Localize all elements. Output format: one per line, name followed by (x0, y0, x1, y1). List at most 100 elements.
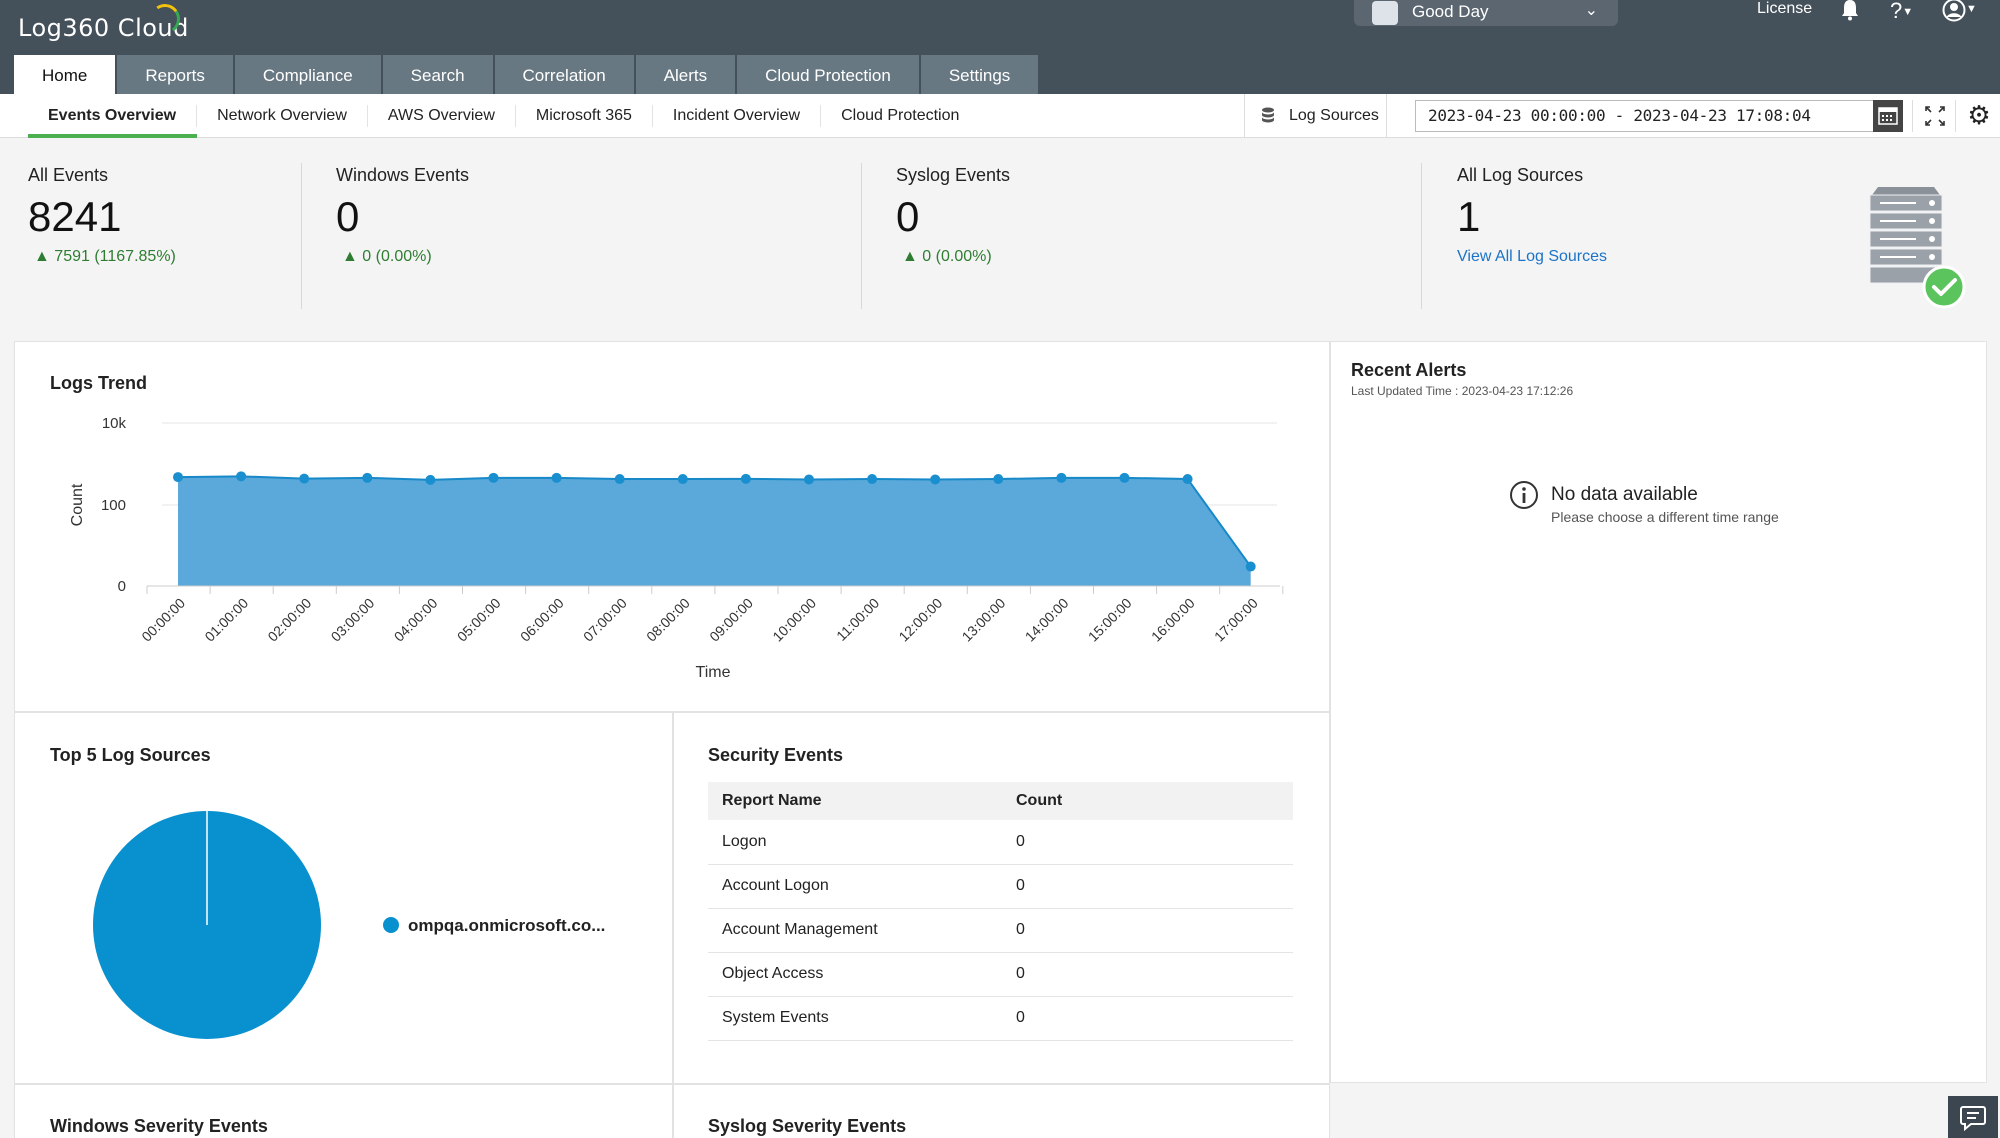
calendar-button[interactable] (1873, 100, 1903, 132)
subtab-aws-overview[interactable]: AWS Overview (368, 105, 516, 127)
divider (301, 163, 302, 309)
y-tick-label: 100 (101, 497, 126, 514)
stat-delta: ▲ 7591 (1167.85%) (34, 248, 176, 266)
divider (861, 163, 862, 309)
report-name-cell[interactable]: Account Management (708, 908, 1002, 953)
stat-delta-value: 0 (0.00%) (362, 248, 432, 265)
report-name-cell[interactable]: Logon (708, 820, 1002, 865)
trend-point[interactable] (299, 473, 310, 484)
trend-point[interactable] (677, 474, 688, 485)
report-name-cell[interactable]: Account Logon (708, 864, 1002, 909)
count-cell[interactable]: 0 (1002, 996, 1293, 1041)
trend-point[interactable] (362, 472, 373, 483)
trend-point[interactable] (1119, 472, 1130, 483)
report-name-cell[interactable]: System Events (708, 996, 1002, 1041)
tab-correlation[interactable]: Correlation (494, 55, 634, 94)
log-sources-button[interactable]: Log Sources (1244, 94, 1387, 138)
trend-point[interactable] (236, 471, 247, 482)
tab-home[interactable]: Home (14, 55, 116, 94)
x-axis-label: Time (696, 664, 731, 681)
x-tick-label: 17:00:00 (1211, 595, 1261, 645)
count-cell[interactable]: 0 (1002, 820, 1293, 865)
x-tick-label: 08:00:00 (643, 595, 693, 645)
x-tick-label: 16:00:00 (1148, 595, 1198, 645)
trend-point[interactable] (1245, 561, 1256, 572)
view-all-log-sources-link[interactable]: View All Log Sources (1457, 248, 1608, 265)
org-selector[interactable]: Good Day ⌄ (1354, 0, 1618, 26)
legend-marker (383, 917, 399, 933)
tab-compliance[interactable]: Compliance (234, 55, 381, 94)
stat-all-events: All Events 8241 ▲ 7591 (1167.85%) (28, 139, 298, 309)
license-link[interactable]: License (1757, 0, 1813, 17)
trend-point[interactable] (488, 472, 499, 483)
legend-label[interactable]: ompqa.onmicrosoft.co... (408, 916, 605, 935)
trend-point[interactable] (930, 474, 941, 485)
stat-value[interactable]: 0 (336, 193, 360, 240)
tab-alerts[interactable]: Alerts (635, 55, 736, 94)
last-updated-time: Last Updated Time : 2023-04-23 17:12:26 (1351, 384, 1574, 398)
trend-point[interactable] (1056, 472, 1067, 483)
trend-point[interactable] (614, 474, 625, 485)
count-cell[interactable]: 0 (1002, 864, 1293, 909)
settings-gear-button[interactable]: ⚙ (1964, 100, 1994, 132)
top-log-sources-chart: ompqa.onmicrosoft.co... (93, 811, 605, 1039)
subtab-events-overview[interactable]: Events Overview (28, 105, 198, 127)
report-name-cell[interactable]: Object Access (708, 952, 1002, 997)
column-header-report-name[interactable]: Report Name (708, 782, 1002, 820)
x-tick-label: 02:00:00 (264, 595, 314, 645)
stats-summary: All Events 8241 ▲ 7591 (1167.85%) Window… (0, 139, 2000, 339)
info-icon (1510, 481, 1538, 509)
stat-value[interactable]: 0 (896, 193, 920, 240)
database-icon (1262, 107, 1274, 123)
x-tick-label: 04:00:00 (391, 595, 441, 645)
date-range-input[interactable]: 2023-04-23 00:00:00 - 2023-04-23 17:08:0… (1415, 100, 1875, 132)
help-button[interactable]: ?▼ (1890, 0, 1913, 24)
fullscreen-button[interactable] (1912, 100, 1956, 132)
table-header-row: Report Name Count (708, 782, 1293, 820)
count-cell[interactable]: 0 (1002, 908, 1293, 953)
tab-settings[interactable]: Settings (920, 55, 1039, 94)
subtab-microsoft-365[interactable]: Microsoft 365 (516, 105, 653, 127)
count-cell[interactable]: 0 (1002, 952, 1293, 997)
trend-point[interactable] (425, 474, 436, 485)
x-tick-label: 15:00:00 (1085, 595, 1135, 645)
x-tick-label: 07:00:00 (580, 595, 630, 645)
trend-point[interactable] (993, 474, 1004, 485)
trend-point[interactable] (173, 472, 183, 483)
syslog-severity-title: Syslog Severity Events (708, 1116, 907, 1136)
chevron-down-icon: ⌄ (1584, 2, 1598, 19)
trend-point[interactable] (1182, 474, 1193, 485)
tab-search[interactable]: Search (382, 55, 493, 94)
user-menu-button[interactable]: ▼ (1942, 0, 1977, 27)
subtab-network-overview[interactable]: Network Overview (197, 105, 368, 127)
trend-point[interactable] (867, 474, 878, 485)
user-avatar-icon (1942, 0, 1966, 22)
no-data-subtitle: Please choose a different time range (1551, 509, 1779, 525)
x-tick-label: 05:00:00 (454, 595, 504, 645)
subtab-incident-overview[interactable]: Incident Overview (653, 105, 822, 127)
app-logo[interactable]: Log360 Cloud (18, 14, 189, 42)
notifications-button[interactable] (1840, 0, 1860, 26)
chat-button[interactable] (1948, 1096, 1998, 1138)
stat-delta-value: 0 (0.00%) (922, 248, 992, 265)
subtab-cloud-protection[interactable]: Cloud Protection (841, 107, 960, 124)
trend-point[interactable] (804, 474, 814, 485)
caret-down-icon: ▼ (1966, 3, 1977, 15)
tab-reports[interactable]: Reports (117, 55, 233, 94)
trend-point[interactable] (740, 473, 751, 484)
windows-severity-panel (14, 1084, 673, 1138)
stat-windows-events: Windows Events 0 ▲ 0 (0.00%) (336, 139, 836, 309)
stat-value[interactable]: 8241 (28, 193, 122, 240)
trend-point[interactable] (551, 472, 562, 483)
column-header-count[interactable]: Count (1002, 782, 1293, 820)
stat-value[interactable]: 1 (1457, 193, 1481, 240)
y-axis-label: Count (69, 483, 86, 526)
table-row: System Events 0 (708, 996, 1293, 1041)
tab-cloud-protection[interactable]: Cloud Protection (737, 55, 919, 94)
table-row: Account Logon 0 (708, 864, 1293, 909)
active-subtab-indicator (28, 134, 197, 138)
stat-label: All Events (28, 165, 109, 185)
log-sources-label: Log Sources (1289, 107, 1379, 124)
top-log-sources-title: Top 5 Log Sources (50, 745, 211, 765)
stat-delta: ▲ 0 (0.00%) (342, 248, 432, 266)
